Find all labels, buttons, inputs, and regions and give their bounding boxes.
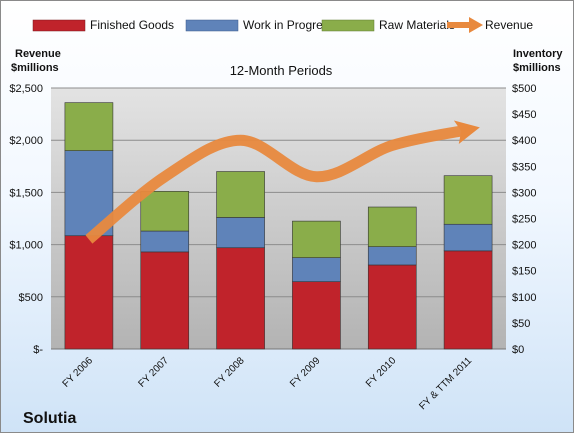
right-axis-title-line1: Inventory bbox=[513, 48, 563, 60]
left-tick-label: $2,000 bbox=[9, 135, 43, 147]
bar-work-in-progress bbox=[443, 223, 493, 252]
right-tick-label: $100 bbox=[512, 292, 536, 304]
x-tick-label: FY 2007 bbox=[136, 355, 171, 390]
legend-label-raw-materials: Raw Materials bbox=[379, 18, 455, 32]
revenue-line bbox=[85, 120, 480, 244]
x-tick-label: FY 2008 bbox=[212, 355, 247, 390]
right-tick-label: $150 bbox=[512, 266, 536, 278]
legend-item-finished-goods[interactable]: Finished Goods bbox=[32, 18, 174, 32]
bars bbox=[64, 102, 493, 350]
right-axis-title-line2: $millions bbox=[513, 62, 561, 74]
left-axis-title-line1: Revenue bbox=[15, 48, 61, 60]
bar-finished-goods bbox=[443, 250, 493, 350]
right-tick-label: $0 bbox=[512, 344, 524, 356]
bar-work-in-progress bbox=[367, 246, 417, 266]
chart-subtitle: 12-Month Periods bbox=[230, 63, 333, 78]
bar-work-in-progress bbox=[216, 217, 265, 249]
right-tick-label: $300 bbox=[512, 187, 536, 199]
right-tick-label: $50 bbox=[512, 318, 530, 330]
right-tick-label: $500 bbox=[512, 83, 536, 95]
right-tick-label: $400 bbox=[512, 135, 536, 147]
bar-finished-goods bbox=[367, 264, 417, 350]
bar-raw-materials bbox=[64, 102, 114, 151]
legend: Finished Goods Work in Progress Raw Mate… bbox=[32, 17, 533, 33]
bar-finished-goods bbox=[292, 281, 341, 350]
left-axis-ticks: $- $500 $1,000 $1,500 $2,000 $2,500 bbox=[9, 83, 43, 356]
bar-finished-goods bbox=[216, 247, 265, 350]
legend-item-raw-materials[interactable]: Raw Materials bbox=[321, 18, 455, 32]
left-tick-label: $- bbox=[33, 344, 43, 356]
bar-raw-materials bbox=[292, 220, 341, 258]
legend-label-work-in-progress: Work in Progress bbox=[243, 18, 335, 32]
left-tick-label: $1,000 bbox=[9, 240, 43, 252]
bar-work-in-progress bbox=[140, 230, 190, 253]
bar-raw-materials bbox=[216, 171, 265, 218]
x-tick-label: FY 2010 bbox=[364, 355, 399, 390]
bar-finished-goods bbox=[140, 251, 190, 350]
left-tick-label: $1,500 bbox=[9, 187, 43, 199]
x-axis-ticks: FY 2006 FY 2007 FY 2008 FY 2009 FY 2010 FY & … bbox=[61, 355, 475, 412]
right-tick-label: $250 bbox=[512, 214, 536, 226]
x-tick-label: FY 2009 bbox=[288, 355, 323, 390]
x-tick-label: FY 2006 bbox=[61, 355, 96, 390]
revenue-line-group bbox=[85, 120, 480, 244]
right-tick-label: $450 bbox=[512, 109, 536, 121]
bar-raw-materials bbox=[367, 206, 417, 247]
bar-raw-materials bbox=[140, 191, 190, 232]
right-axis-ticks: $0 $50 $100 $150 $200 $250 $300 $350 $400 $450 $50… bbox=[512, 83, 536, 356]
bar-work-in-progress bbox=[64, 150, 114, 237]
right-tick-label: $350 bbox=[512, 161, 536, 173]
right-tick-label: $200 bbox=[512, 240, 536, 252]
legend-item-work-in-progress[interactable]: Work in Progress bbox=[185, 18, 335, 32]
company-name: Solutia bbox=[23, 410, 76, 427]
legend-item-revenue[interactable]: Revenue bbox=[447, 17, 533, 33]
x-tick-label: FY & TTM 2011 bbox=[417, 355, 474, 412]
bar-raw-materials bbox=[443, 175, 493, 225]
legend-label-revenue: Revenue bbox=[485, 18, 533, 32]
left-tick-label: $500 bbox=[19, 292, 43, 304]
bar-work-in-progress bbox=[292, 257, 341, 282]
left-axis-title-line2: $millions bbox=[11, 62, 59, 74]
left-tick-label: $2,500 bbox=[9, 83, 43, 95]
legend-label-finished-goods: Finished Goods bbox=[90, 18, 174, 32]
bar-finished-goods bbox=[64, 235, 114, 350]
